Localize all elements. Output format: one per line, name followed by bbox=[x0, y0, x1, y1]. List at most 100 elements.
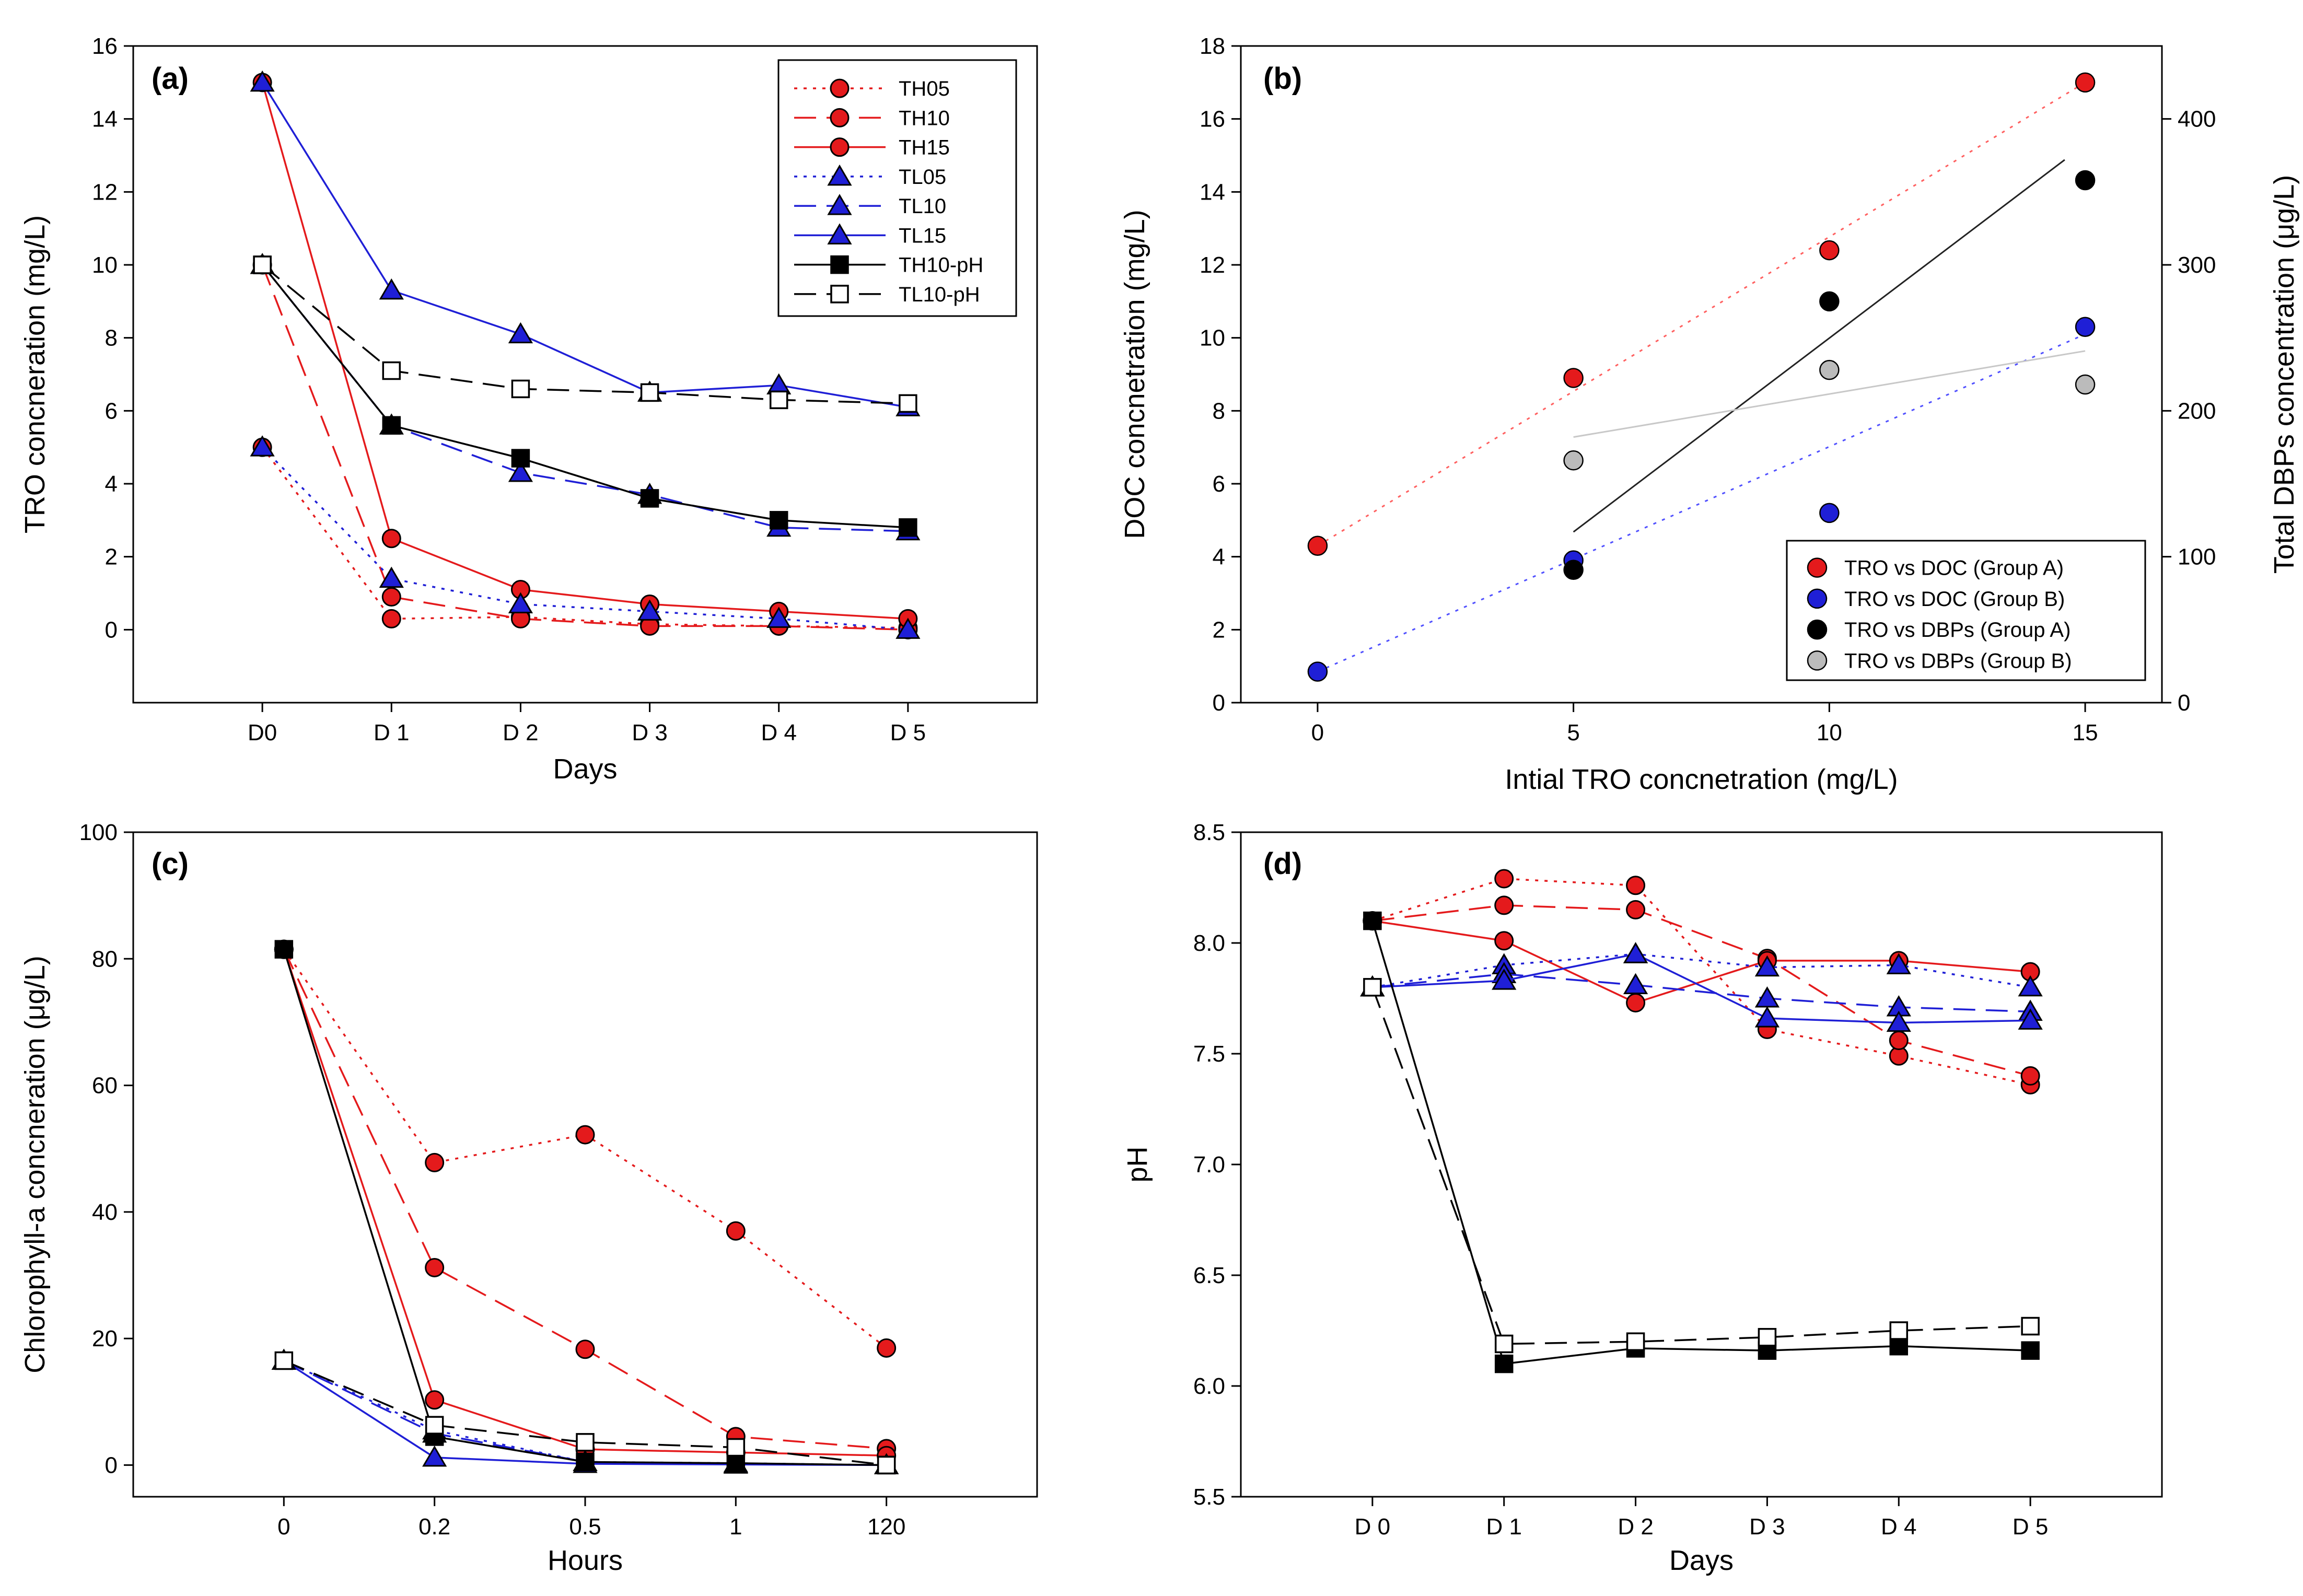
legend-label: TL05 bbox=[899, 166, 946, 189]
y-tick-label: 20 bbox=[92, 1326, 118, 1352]
x-tick-label: D 1 bbox=[1486, 1514, 1521, 1540]
panel-label: (c) bbox=[152, 847, 189, 881]
x-tick-label: D 4 bbox=[761, 720, 796, 745]
data-point bbox=[425, 1152, 445, 1172]
series-line bbox=[283, 949, 887, 1466]
data-point bbox=[899, 518, 917, 537]
data-point bbox=[769, 511, 788, 530]
data-point bbox=[508, 461, 533, 482]
legend-marker bbox=[1807, 588, 1828, 609]
data-point bbox=[508, 322, 533, 344]
x-tick-label: 0.5 bbox=[569, 1514, 601, 1540]
data-point bbox=[1363, 978, 1382, 997]
y-tick-label: 14 bbox=[92, 107, 118, 132]
legend-label: TRO vs DBPs (Group B) bbox=[1844, 649, 2072, 672]
series-line bbox=[262, 264, 908, 405]
y2-tick-label: 300 bbox=[2178, 252, 2216, 278]
y-tick-label: 100 bbox=[79, 820, 118, 845]
legend-marker bbox=[827, 223, 852, 244]
data-point bbox=[1623, 973, 1648, 995]
y-tick-label: 12 bbox=[92, 179, 118, 205]
y-tick-label: 5.5 bbox=[1193, 1484, 1225, 1510]
series-TL10 bbox=[1360, 962, 2043, 1021]
data-point bbox=[726, 1221, 746, 1241]
plot-frame bbox=[1240, 45, 2163, 704]
legend-label: TH05 bbox=[899, 77, 950, 100]
data-point bbox=[1889, 1336, 1909, 1356]
data-point bbox=[274, 940, 294, 959]
data-point bbox=[575, 1125, 595, 1145]
y-tick-label: 40 bbox=[92, 1199, 118, 1225]
y-tick-label: 18 bbox=[1200, 33, 1225, 59]
fit-line bbox=[1317, 81, 2086, 547]
data-point bbox=[1626, 993, 1646, 1012]
data-point bbox=[425, 1390, 445, 1410]
panel-c: (c) 0 20 40 60 80 100 0 0.2 0.5 1 120 Hours Chlorophy… bbox=[19, 820, 1038, 1576]
data-point bbox=[1363, 911, 1382, 930]
data-point bbox=[1492, 969, 1517, 990]
series-line bbox=[283, 949, 887, 1450]
data-point bbox=[2021, 1341, 2040, 1360]
y-tick-label: 0 bbox=[105, 617, 118, 643]
data-point bbox=[1819, 503, 1840, 523]
x-tick-label: D 2 bbox=[1618, 1514, 1653, 1540]
legend-label: TRO vs DBPs (Group A) bbox=[1844, 619, 2071, 642]
legend-label: TH15 bbox=[899, 136, 950, 159]
series-TH15 bbox=[274, 939, 897, 1465]
data-point bbox=[1494, 1354, 1514, 1373]
y-tick-label: 0 bbox=[105, 1452, 118, 1478]
series-line bbox=[261, 82, 908, 620]
data-point bbox=[250, 70, 275, 92]
data-point bbox=[1494, 931, 1514, 951]
data-point bbox=[895, 618, 921, 639]
plot-frame bbox=[132, 831, 1038, 1498]
x-tick-label: 15 bbox=[2073, 720, 2098, 745]
series-line bbox=[261, 447, 908, 629]
data-point bbox=[899, 394, 917, 413]
y-axis-label: DOC concnetration (mg/L) bbox=[1119, 209, 1150, 539]
series-line bbox=[261, 446, 909, 631]
y2-axis-label: Total DBPs concentration (μg/L) bbox=[2269, 175, 2300, 574]
data-point bbox=[1886, 953, 1911, 974]
y-tick-label: 8 bbox=[105, 325, 118, 351]
series-line bbox=[1372, 904, 2031, 1077]
x-tick-label: D 4 bbox=[1881, 1514, 1916, 1540]
legend-label: TL10 bbox=[899, 195, 946, 218]
y-tick-label: 8.0 bbox=[1193, 930, 1225, 956]
data-point bbox=[1623, 942, 1648, 963]
series-line bbox=[283, 949, 887, 1457]
data-point bbox=[726, 1438, 746, 1457]
x-tick-label: 10 bbox=[1817, 720, 1842, 745]
y-tick-label: 8 bbox=[1213, 398, 1225, 424]
series-TH10-pH bbox=[253, 255, 917, 537]
series-line bbox=[1371, 921, 2031, 1365]
series-TRO vs DBPs (Group B) bbox=[1563, 359, 2096, 471]
series-line bbox=[1372, 953, 2031, 1024]
series-line bbox=[1372, 878, 2031, 1086]
series-line bbox=[283, 1359, 887, 1466]
legend-label: TRO vs DOC (Group B) bbox=[1844, 588, 2065, 611]
data-point bbox=[640, 383, 659, 402]
y-tick-label: 7.5 bbox=[1193, 1041, 1225, 1067]
legend-box bbox=[1786, 540, 2146, 681]
data-point bbox=[1494, 869, 1514, 889]
plot-frame bbox=[132, 45, 1038, 704]
data-point bbox=[1563, 560, 1584, 580]
legend-marker bbox=[830, 285, 849, 304]
y-tick-label: 16 bbox=[1200, 107, 1225, 132]
series-line bbox=[1372, 973, 2031, 1013]
x-axis-label: Days bbox=[553, 753, 617, 785]
legend-marker bbox=[1807, 619, 1828, 640]
data-point bbox=[1754, 955, 1780, 977]
y-tick-label: 60 bbox=[92, 1073, 118, 1099]
data-point bbox=[637, 599, 662, 621]
x-tick-label: 120 bbox=[867, 1514, 905, 1540]
data-point bbox=[508, 592, 533, 613]
series-TH05 bbox=[252, 437, 918, 638]
y2-tick-label: 400 bbox=[2178, 107, 2216, 132]
legend-marker bbox=[827, 164, 852, 186]
data-point bbox=[1754, 1006, 1780, 1028]
series-TH05 bbox=[274, 939, 897, 1358]
panel-a: (a) 0 2 4 6 8 10 12 14 16 D0 D 1 D 2 D 3 D 4 D 5 Days TRO… bbox=[19, 33, 1038, 785]
data-point bbox=[1886, 1010, 1911, 1032]
